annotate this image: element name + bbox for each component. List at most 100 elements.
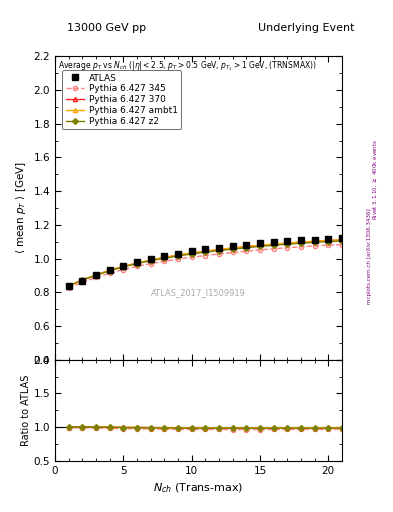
Pythia 6.427 345 bbox=[66, 285, 71, 291]
Pythia 6.427 345 bbox=[121, 266, 126, 272]
Line: Pythia 6.427 370: Pythia 6.427 370 bbox=[66, 238, 344, 288]
Pythia 6.427 345 bbox=[230, 249, 235, 255]
Pythia 6.427 ambt1 bbox=[189, 250, 194, 256]
Line: Pythia 6.427 345: Pythia 6.427 345 bbox=[66, 243, 344, 290]
Pythia 6.427 ambt1 bbox=[121, 263, 126, 269]
Pythia 6.427 345 bbox=[176, 256, 180, 262]
ATLAS bbox=[203, 246, 208, 252]
Pythia 6.427 345 bbox=[107, 270, 112, 276]
Pythia 6.427 z2 bbox=[162, 255, 167, 261]
Pythia 6.427 345 bbox=[340, 242, 344, 248]
Pythia 6.427 z2 bbox=[107, 268, 112, 274]
Pythia 6.427 z2 bbox=[299, 240, 303, 246]
Pythia 6.427 370 bbox=[189, 250, 194, 256]
ATLAS bbox=[285, 238, 290, 244]
Pythia 6.427 ambt1 bbox=[94, 272, 98, 278]
Pythia 6.427 ambt1 bbox=[285, 240, 290, 246]
Pythia 6.427 z2 bbox=[135, 261, 140, 267]
Pythia 6.427 370 bbox=[230, 245, 235, 251]
Pythia 6.427 z2 bbox=[230, 246, 235, 252]
Pythia 6.427 345 bbox=[189, 254, 194, 260]
ATLAS bbox=[135, 259, 140, 265]
Pythia 6.427 345 bbox=[135, 263, 140, 269]
Pythia 6.427 370 bbox=[94, 272, 98, 278]
Pythia 6.427 z2 bbox=[257, 243, 262, 249]
ATLAS bbox=[257, 240, 262, 246]
Pythia 6.427 370 bbox=[162, 254, 167, 261]
Pythia 6.427 345 bbox=[244, 248, 249, 254]
Pythia 6.427 z2 bbox=[271, 242, 276, 248]
Pythia 6.427 ambt1 bbox=[312, 238, 317, 244]
Pythia 6.427 345 bbox=[257, 247, 262, 253]
Pythia 6.427 370 bbox=[107, 267, 112, 273]
ATLAS bbox=[230, 243, 235, 249]
ATLAS bbox=[189, 248, 194, 254]
Text: Rivet 3.1.10, $\geq$ 400k events: Rivet 3.1.10, $\geq$ 400k events bbox=[371, 139, 379, 220]
Line: ATLAS: ATLAS bbox=[66, 236, 345, 289]
Pythia 6.427 z2 bbox=[326, 239, 331, 245]
Pythia 6.427 z2 bbox=[121, 264, 126, 270]
Pythia 6.427 ambt1 bbox=[203, 248, 208, 254]
Pythia 6.427 z2 bbox=[217, 248, 221, 254]
Pythia 6.427 345 bbox=[326, 242, 331, 248]
Pythia 6.427 z2 bbox=[244, 245, 249, 251]
Pythia 6.427 345 bbox=[285, 245, 290, 251]
Pythia 6.427 ambt1 bbox=[80, 277, 85, 283]
Pythia 6.427 370 bbox=[121, 263, 126, 269]
Pythia 6.427 ambt1 bbox=[230, 245, 235, 251]
Line: Pythia 6.427 ambt1: Pythia 6.427 ambt1 bbox=[66, 238, 344, 288]
Pythia 6.427 z2 bbox=[176, 253, 180, 259]
Pythia 6.427 ambt1 bbox=[176, 252, 180, 258]
Pythia 6.427 370 bbox=[244, 244, 249, 250]
Pythia 6.427 z2 bbox=[203, 249, 208, 255]
Pythia 6.427 z2 bbox=[94, 272, 98, 279]
Pythia 6.427 345 bbox=[162, 258, 167, 264]
Y-axis label: $\langle$ mean $p_T$ $\rangle$ [GeV]: $\langle$ mean $p_T$ $\rangle$ [GeV] bbox=[14, 162, 28, 254]
ATLAS bbox=[326, 236, 331, 242]
ATLAS bbox=[80, 278, 85, 284]
Pythia 6.427 ambt1 bbox=[217, 246, 221, 252]
ATLAS bbox=[217, 245, 221, 251]
ATLAS bbox=[312, 237, 317, 243]
Pythia 6.427 ambt1 bbox=[271, 241, 276, 247]
Pythia 6.427 370 bbox=[312, 238, 317, 244]
ATLAS bbox=[162, 253, 167, 259]
ATLAS bbox=[148, 256, 153, 262]
Pythia 6.427 ambt1 bbox=[148, 257, 153, 263]
Pythia 6.427 345 bbox=[312, 243, 317, 249]
ATLAS bbox=[94, 272, 98, 279]
ATLAS bbox=[299, 237, 303, 243]
Pythia 6.427 z2 bbox=[66, 283, 71, 289]
Text: mcplots.cern.ch [arXiv:1306.3436]: mcplots.cern.ch [arXiv:1306.3436] bbox=[367, 208, 372, 304]
Text: Average $p_T$ vs $N_{ch}$ ($|\eta| < 2.5$, $p_T > 0.5$ GeV, $p_{T_1} > 1$ GeV, (: Average $p_T$ vs $N_{ch}$ ($|\eta| < 2.5… bbox=[58, 59, 317, 73]
Pythia 6.427 345 bbox=[271, 246, 276, 252]
ATLAS bbox=[107, 267, 112, 273]
Pythia 6.427 370 bbox=[217, 247, 221, 253]
Pythia 6.427 345 bbox=[148, 261, 153, 267]
Pythia 6.427 345 bbox=[203, 252, 208, 259]
Text: ATLAS_2017_I1509919: ATLAS_2017_I1509919 bbox=[151, 288, 246, 297]
ATLAS bbox=[121, 263, 126, 269]
Text: 13000 GeV pp: 13000 GeV pp bbox=[66, 23, 146, 33]
Pythia 6.427 370 bbox=[66, 283, 71, 289]
Pythia 6.427 370 bbox=[257, 242, 262, 248]
Pythia 6.427 z2 bbox=[148, 258, 153, 264]
Pythia 6.427 370 bbox=[285, 240, 290, 246]
ATLAS bbox=[244, 242, 249, 248]
Pythia 6.427 370 bbox=[148, 257, 153, 263]
Pythia 6.427 z2 bbox=[340, 238, 344, 244]
Pythia 6.427 ambt1 bbox=[162, 254, 167, 261]
Pythia 6.427 370 bbox=[271, 241, 276, 247]
Pythia 6.427 ambt1 bbox=[340, 237, 344, 243]
Pythia 6.427 z2 bbox=[80, 277, 85, 283]
Pythia 6.427 ambt1 bbox=[107, 267, 112, 273]
Pythia 6.427 z2 bbox=[285, 241, 290, 247]
Pythia 6.427 ambt1 bbox=[66, 283, 71, 289]
Pythia 6.427 z2 bbox=[312, 239, 317, 245]
Pythia 6.427 ambt1 bbox=[257, 242, 262, 248]
Pythia 6.427 370 bbox=[299, 239, 303, 245]
ATLAS bbox=[66, 283, 71, 289]
ATLAS bbox=[340, 236, 344, 242]
Pythia 6.427 ambt1 bbox=[326, 237, 331, 243]
Pythia 6.427 370 bbox=[203, 248, 208, 254]
